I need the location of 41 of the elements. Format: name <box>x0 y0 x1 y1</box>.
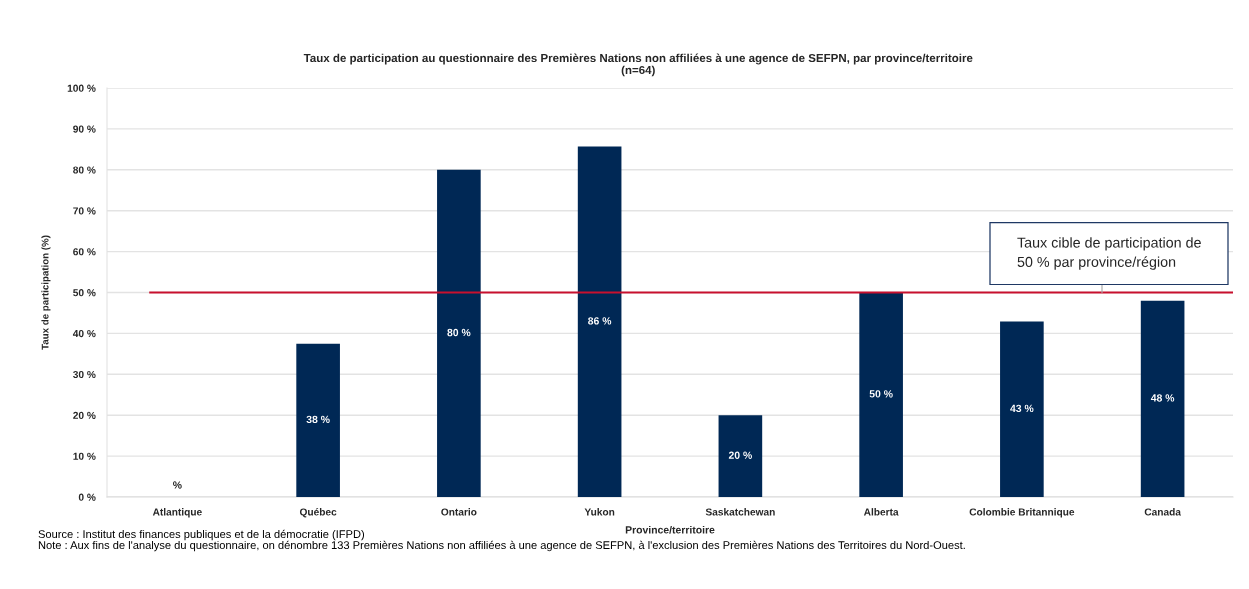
y-tick-label: 100 % <box>67 84 96 92</box>
y-tick-label: 40 % <box>72 329 96 338</box>
x-tick-label: Saskatchewan <box>705 508 775 516</box>
y-tick-label: 0 % <box>78 493 96 501</box>
x-tick-label: Alberta <box>863 508 899 516</box>
y-tick-label: 10 % <box>73 452 96 460</box>
x-tick-label: Colombie Britannique <box>969 508 1075 518</box>
data-label: % <box>173 481 182 489</box>
y-tick-label: 20 % <box>73 411 96 419</box>
data-label: 48 % <box>1150 394 1175 402</box>
y-tick-label: 50 % <box>73 289 96 297</box>
bar <box>859 292 903 497</box>
data-label: 38 % <box>306 415 330 424</box>
bar <box>1140 300 1185 497</box>
x-tick-label: Atlantique <box>152 508 202 518</box>
data-label: 50 % <box>869 390 893 398</box>
x-tick-label: Québec <box>299 508 337 518</box>
x-tick-label: Ontario <box>441 508 477 516</box>
text: Note : Aux fins de l'analyse du questionnaire, on dénombre 133 Premières Nations non affiliées à une agence de SEFPN, à l'exclusion des Premières Nations des Territoires du Nord-Ouest. <box>38 540 965 552</box>
data-label: 80 % <box>447 328 471 337</box>
ref-line-label: Taux cible de participation de 50 % par province/région <box>1017 237 1201 270</box>
bar <box>577 146 622 497</box>
data-label: 43 % <box>1010 404 1034 413</box>
source-note: Source : Institut des finances publiques et de la démocratie (IFPD) <box>38 529 365 541</box>
x-tick-label: Yukon <box>584 508 615 516</box>
y-tick-label: 70 % <box>73 207 96 215</box>
chart-subtitle: (n=64) <box>621 65 655 77</box>
bar <box>1000 321 1044 497</box>
y-axis-title: Taux de participation (%) <box>41 235 51 350</box>
bar <box>718 415 763 497</box>
data-label: 86 % <box>588 317 612 325</box>
y-tick-label: 60 % <box>73 248 96 256</box>
x-axis-title: Province/territoire <box>625 525 715 534</box>
bar <box>296 343 340 497</box>
y-tick-label: 90 % <box>73 125 96 133</box>
y-tick-label: 80 % <box>73 166 96 174</box>
chart-title: Taux de participation au questionnaire des Premières Nations non affiliées à une agence de SEFPN, par province/territoire <box>303 53 973 65</box>
bar <box>437 169 481 497</box>
data-label: 20 % <box>728 451 752 459</box>
x-tick-label: Canada <box>1144 508 1181 516</box>
y-tick-label: 30 % <box>73 370 96 379</box>
